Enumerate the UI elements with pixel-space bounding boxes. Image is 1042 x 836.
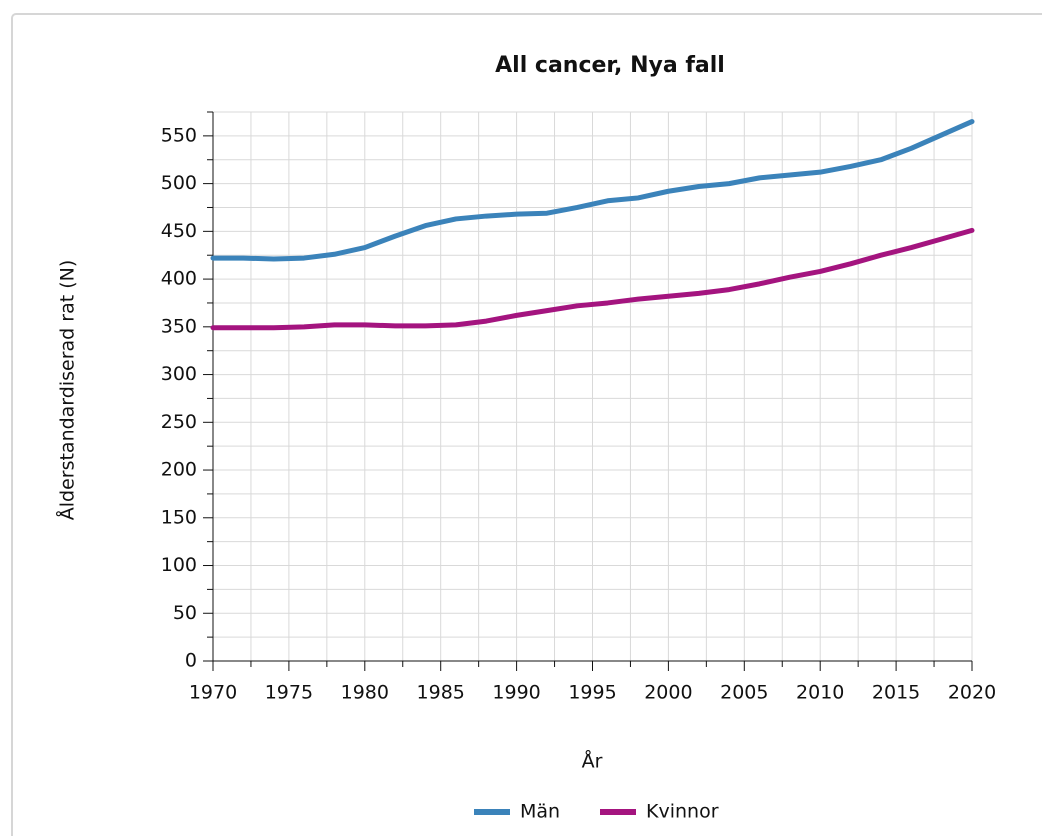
data-line	[210, 227, 975, 331]
x-axis-label: År	[582, 750, 603, 773]
y-tick-label: 350	[161, 315, 197, 337]
y-tick-label: 50	[173, 602, 197, 624]
y-tick-label: 550	[161, 124, 197, 146]
x-tick-label: 1985	[417, 682, 465, 704]
y-tick-label: 150	[161, 506, 197, 528]
y-tick-label: 300	[161, 363, 197, 385]
x-tick-label: 2005	[720, 682, 768, 704]
x-tick-label: 1990	[492, 682, 540, 704]
y-tick-label: 200	[161, 459, 197, 481]
y-tick-label: 100	[161, 554, 197, 576]
x-tick-label: 1975	[265, 682, 313, 704]
y-tick-label: 0	[185, 650, 197, 672]
y-tick-label: 500	[161, 172, 197, 194]
y-tick-label: 450	[161, 220, 197, 242]
legend-label: Kvinnor	[646, 801, 719, 823]
data-line	[210, 119, 975, 262]
x-tick-label: 2010	[796, 682, 844, 704]
card	[11, 13, 1042, 836]
y-tick-label: 250	[161, 411, 197, 433]
legend-label: Män	[520, 801, 560, 823]
x-tick-label: 2020	[948, 682, 996, 704]
x-tick-label: 1980	[341, 682, 389, 704]
chart-title: All cancer, Nya fall	[495, 53, 725, 78]
x-tick-label: 2015	[872, 682, 920, 704]
y-tick-label: 400	[161, 268, 197, 290]
x-tick-label: 2000	[644, 682, 692, 704]
x-tick-label: 1995	[568, 682, 616, 704]
x-tick-label: 1970	[189, 682, 237, 704]
y-axis-label: Ålderstandardiserad rat (N)	[56, 260, 79, 521]
